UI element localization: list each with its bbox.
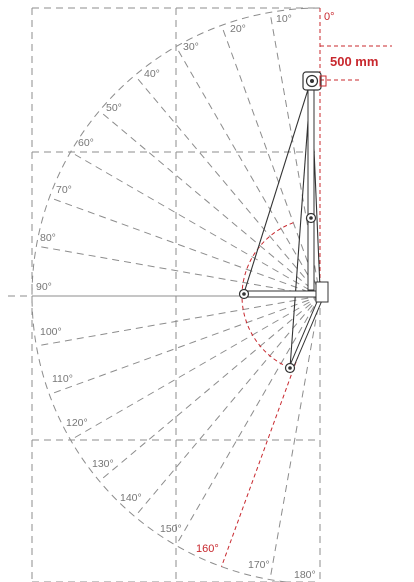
radial-line xyxy=(134,75,321,297)
angle-label: 50° xyxy=(106,102,122,114)
radial-line xyxy=(70,295,321,441)
radial-line xyxy=(99,295,321,482)
radial-line xyxy=(134,295,321,517)
lamp-lens-center xyxy=(310,79,314,83)
angle-label: 140° xyxy=(120,492,142,504)
inner-swing-arc xyxy=(241,222,294,370)
angle-label: 40° xyxy=(144,68,160,80)
arm-diagonal-fill xyxy=(289,298,322,370)
radial-line xyxy=(49,295,321,395)
angle-label: 80° xyxy=(40,232,56,244)
arm-vertical xyxy=(307,215,315,291)
angle-label: 100° xyxy=(40,326,62,338)
angle-label: 20° xyxy=(230,23,246,35)
arm-reach-line xyxy=(243,79,312,294)
radial-line xyxy=(175,46,321,297)
angle-label: 110° xyxy=(52,373,73,385)
lamp-mount-marker xyxy=(319,75,327,87)
radial-line xyxy=(99,110,321,297)
pivot-joint-center xyxy=(309,216,313,220)
angle-label: 90° xyxy=(36,281,52,293)
radial-line xyxy=(269,295,321,580)
arm-positions xyxy=(238,71,329,374)
angle-label: 60° xyxy=(78,137,94,149)
angle-label: 10° xyxy=(276,13,292,25)
radial-line xyxy=(70,151,321,297)
arm-horizontal xyxy=(243,290,321,298)
red-reference-lines xyxy=(221,8,392,567)
angle-labels: 0° 10° 20° 30° 40° 50° 60° 70° 80° 90° 100° 110° 120… xyxy=(36,11,335,581)
angle-label: 180° xyxy=(294,569,316,581)
inner-arc-path xyxy=(241,222,294,370)
highlight-angle-line xyxy=(221,295,321,567)
angle-label: 150° xyxy=(160,523,182,535)
radial-line xyxy=(36,295,321,347)
angle-label: 120° xyxy=(66,417,88,429)
radial-line xyxy=(221,25,321,297)
radial-line xyxy=(175,295,321,546)
arm-upper-column xyxy=(307,79,315,221)
angle-label: 70° xyxy=(56,184,72,196)
angle-label: 170° xyxy=(248,559,270,571)
radial-line xyxy=(269,12,321,297)
angle-label: 160° xyxy=(196,543,219,555)
angle-label: 0° xyxy=(324,11,335,23)
wall-mount-plate xyxy=(315,281,329,303)
lamp-head-icon xyxy=(302,71,327,91)
radial-line xyxy=(36,245,321,297)
radial-line xyxy=(49,197,321,297)
angle-label: 130° xyxy=(92,458,114,470)
offset-dimension-label: 500 mm xyxy=(330,54,378,69)
pivot-joint-center xyxy=(288,366,292,370)
angle-label: 30° xyxy=(183,41,199,53)
pivot-joint-center xyxy=(242,292,246,296)
